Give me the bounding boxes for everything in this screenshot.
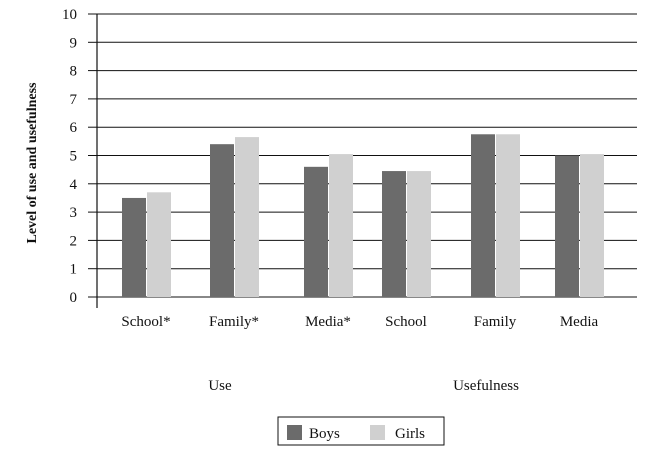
- legend-swatch-girls: [370, 425, 385, 440]
- bar-girls-2: [329, 154, 353, 297]
- bar-boys-5: [555, 155, 579, 297]
- x-group-label: Use: [208, 378, 232, 394]
- legend-label-girls: Girls: [395, 426, 425, 442]
- legend: Boys Girls: [277, 416, 445, 446]
- bar-boys-2: [304, 166, 328, 297]
- bar-girls-3: [407, 171, 431, 297]
- y-tick-label: 4: [70, 177, 78, 193]
- y-tick-labels: 0 1 2 3 4 5 6 7 8 9 10: [62, 7, 78, 306]
- y-tick-label: 1: [70, 262, 78, 278]
- bar-girls-5: [580, 154, 604, 297]
- x-group-label: Usefulness: [453, 378, 519, 394]
- y-tick-label: 0: [70, 290, 78, 306]
- legend-box: [277, 416, 445, 446]
- x-category-label: Media: [560, 314, 599, 330]
- y-tick-label: 8: [70, 64, 78, 80]
- legend-label-boys: Boys: [309, 426, 340, 442]
- y-tick-label: 10: [62, 7, 77, 23]
- y-tick-label: 7: [70, 92, 78, 108]
- x-category-labels: School* Family* Media* School Family Media: [121, 314, 598, 330]
- bar-boys-1: [210, 144, 234, 297]
- bar-girls-0: [147, 192, 171, 297]
- x-group-labels: Use Usefulness: [208, 378, 519, 394]
- y-tick-label: 9: [70, 35, 78, 51]
- legend-swatch-boys: [287, 425, 302, 440]
- bar-boys-3: [382, 171, 406, 297]
- x-category-label: School*: [121, 314, 170, 330]
- y-tick-label: 2: [70, 233, 78, 249]
- x-category-label: Family*: [209, 314, 259, 330]
- bar-boys-0: [122, 197, 146, 297]
- bars: [122, 134, 604, 297]
- y-tick-label: 5: [70, 149, 78, 165]
- y-tick-label: 3: [70, 205, 78, 221]
- bar-boys-4: [471, 134, 495, 297]
- bar-girls-1: [235, 137, 259, 297]
- x-category-label: Media*: [305, 314, 351, 330]
- y-axis-title: Level of use and usefulness: [25, 82, 40, 244]
- bar-girls-4: [496, 134, 520, 297]
- gridlines: [97, 13, 637, 298]
- axes: [88, 13, 98, 308]
- x-category-label: School: [385, 314, 427, 330]
- y-tick-label: 6: [70, 120, 78, 136]
- x-category-label: Family: [474, 314, 517, 330]
